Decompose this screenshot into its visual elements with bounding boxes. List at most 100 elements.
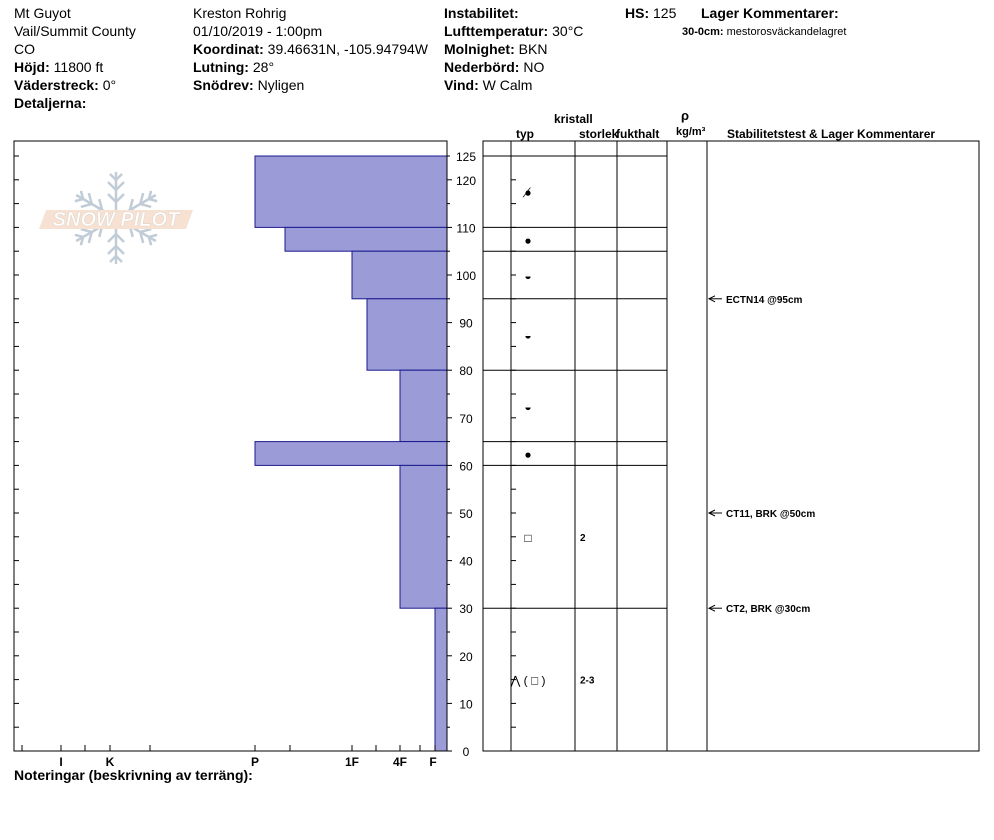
test-arrow-head-1	[707, 509, 716, 517]
depth-label-30: 30	[459, 602, 473, 616]
depth-label-50: 50	[459, 507, 473, 521]
tests-header: Stabilitetstest & Lager Kommentarer	[727, 127, 936, 141]
hardness-label-4F: 4F	[393, 755, 407, 769]
size-header: storlek	[579, 127, 619, 141]
hardness-label-P: P	[251, 755, 259, 769]
depth-label-80: 80	[459, 364, 473, 378]
slope-value: 28°	[252, 59, 275, 75]
hardness-bars	[254, 155, 448, 752]
type-header: typ	[516, 127, 534, 141]
hs-value: 125	[653, 5, 677, 21]
test-arrow-head-2	[707, 604, 716, 612]
hardness-bar-5	[254, 441, 448, 466]
density-header: kg/m³	[676, 126, 706, 138]
precip-label: Nederbörd:	[444, 59, 520, 75]
region: Vail/Summit County	[14, 23, 136, 39]
crystal-symbol-7: ⋀ ( □ )	[509, 674, 545, 688]
coord-value: 39.46631N, -105.94794W	[267, 41, 428, 57]
crystal-size-7: 2-3	[580, 676, 595, 687]
depth-label-40: 40	[459, 555, 473, 569]
instability-label: Instabilitet:	[444, 5, 519, 21]
table-border	[482, 140, 980, 752]
crystal-symbol-5: ●	[524, 448, 531, 462]
hs: HS: 125	[625, 5, 676, 21]
slope: Lutning: 28°	[193, 59, 274, 75]
datetime: 01/10/2019 - 1:00pm	[193, 23, 323, 39]
aspect-value: 0°	[102, 77, 117, 93]
crystal-symbol-0: ⦁̸	[522, 186, 531, 200]
hardness-bar-7	[434, 607, 448, 752]
drift-label: Snödrev:	[193, 77, 254, 93]
depth-label-90: 90	[459, 317, 473, 331]
crystal-symbol-2: ◒	[524, 269, 531, 283]
drift-value: Nyligen	[257, 77, 305, 93]
coordinates: Koordinat: 39.46631N, -105.94794W	[193, 41, 428, 57]
test-label-1: CT11, BRK @50cm	[726, 509, 815, 520]
aspect-label: Väderstreck:	[14, 77, 99, 93]
crystal-symbol-1: ●	[524, 233, 531, 247]
crystal-symbol-4: ◒	[524, 400, 531, 414]
crystal-symbol-3: ◒	[524, 329, 531, 343]
snowpilot-logo: SNOW PILOT	[39, 172, 193, 266]
depth-label-60: 60	[459, 459, 473, 473]
logo-text: SNOW PILOT	[53, 209, 181, 231]
depth-label-125: 125	[456, 150, 476, 164]
hardness-bar-1	[284, 226, 448, 252]
layer-comment-range: 30-0cm:	[682, 26, 724, 38]
hardness-bar-3	[366, 298, 448, 371]
hardness-bar-4	[399, 369, 448, 443]
cloud-label: Molnighet:	[444, 41, 515, 57]
drift: Snödrev: Nyligen	[193, 77, 304, 93]
depth-label-70: 70	[459, 412, 473, 426]
crystal-symbols: ⦁̸ ● ◒ ◒ ◒ ● □ 2 ⋀ ( □ ) 2-3	[509, 186, 594, 688]
wind-value: W Calm	[482, 77, 533, 93]
depth-label-20: 20	[459, 650, 473, 664]
notes-label: Noteringar (beskrivning av terräng):	[14, 767, 253, 783]
crystal-header: kristall	[554, 112, 593, 126]
layer-comment: 30-0cm: mestorosväckandelagret	[682, 24, 846, 40]
test-label-0: ECTN14 @95cm	[726, 295, 803, 306]
observer: Kreston Rohrig	[193, 5, 287, 21]
layer-comment-text: mestorosväckandelagret	[726, 26, 847, 38]
hardness-bar-6	[399, 464, 448, 609]
depth-label-10: 10	[459, 697, 473, 711]
layer-comments-title: Lager Kommentarer:	[701, 5, 839, 21]
moisture-header: fukthalt	[616, 127, 660, 141]
air-temp: Lufttemperatur: 30°C	[444, 23, 583, 39]
hs-label: HS:	[625, 5, 650, 21]
location: Mt Guyot	[14, 5, 71, 21]
cloud: Molnighet: BKN	[444, 41, 547, 57]
coord-label: Koordinat:	[193, 41, 264, 57]
test-label-2: CT2, BRK @30cm	[726, 604, 810, 615]
hardness-label-F: F	[429, 755, 436, 769]
precip-value: NO	[523, 59, 545, 75]
airtemp-label: Lufttemperatur:	[444, 23, 549, 39]
rho-header: ρ	[681, 108, 690, 123]
slope-label: Lutning:	[193, 59, 249, 75]
crystal-size-6: 2	[580, 533, 586, 544]
test-arrow-head-0	[707, 295, 716, 303]
precip: Nederbörd: NO	[444, 59, 544, 75]
hardness-label-I: I	[59, 755, 62, 769]
stability-tests: ECTN14 @95cm CT11, BRK @50cm CT2, BRK @30c…	[707, 295, 815, 615]
layer-table	[482, 140, 980, 752]
aspect: Väderstreck: 0°	[14, 77, 116, 93]
airtemp-value: 30°C	[552, 23, 584, 39]
elevation: Höjd: 11800 ft	[14, 59, 103, 75]
elevation-value: 11800 ft	[53, 59, 104, 75]
hardness-bar-2	[351, 250, 448, 300]
wind: Vind: W Calm	[444, 77, 532, 93]
depth-axis: 0 10 20 30 40 50 60 70 80 90 100 110 120 125	[446, 141, 476, 759]
cloud-value: BKN	[518, 41, 548, 57]
crystal-symbol-6: □	[524, 531, 531, 545]
depth-label-0: 0	[463, 745, 470, 759]
state: CO	[14, 41, 35, 57]
details-label: Detaljerna:	[14, 95, 87, 111]
depth-label-100: 100	[456, 269, 476, 283]
hardness-bar-0	[254, 155, 448, 228]
depth-label-110: 110	[456, 221, 475, 235]
hardness-label-1F: 1F	[345, 755, 359, 769]
hardness-label-K: K	[106, 755, 115, 769]
depth-label-120: 120	[456, 174, 476, 188]
